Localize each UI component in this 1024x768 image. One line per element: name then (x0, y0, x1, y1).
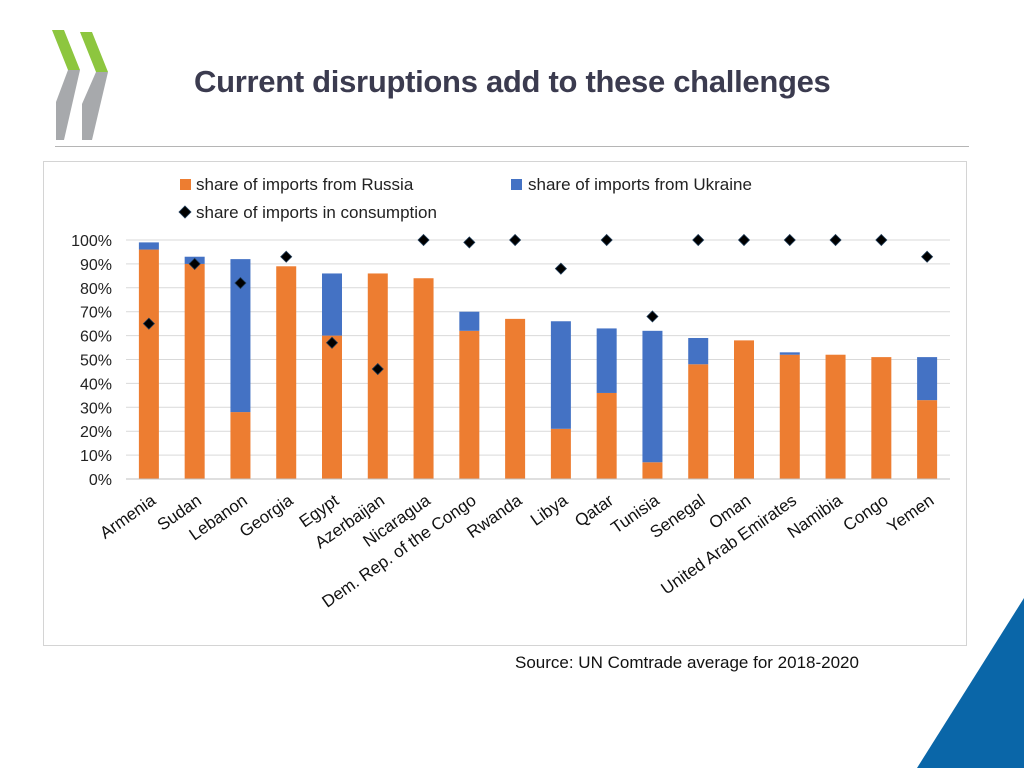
marker-consumption (142, 317, 155, 330)
logo-green-chevron-1 (52, 30, 80, 70)
legend-swatch-ukraine (511, 179, 522, 190)
bar-ukraine (596, 328, 617, 393)
marker-consumption (600, 233, 613, 247)
legend-label-consumption: share of imports in consumption (196, 203, 437, 222)
bar-ukraine (642, 330, 663, 463)
bar-russia (871, 357, 892, 479)
legend-label-ukraine: share of imports from Ukraine (528, 175, 752, 194)
marker-consumption (280, 250, 293, 263)
bar-ukraine (322, 273, 342, 336)
bar-ukraine (459, 311, 480, 331)
marker-consumption (692, 233, 705, 247)
bar-ukraine (138, 242, 159, 250)
bar-russia (184, 263, 205, 479)
marker-consumption (188, 257, 201, 270)
bar-russia (779, 354, 800, 479)
bar-ukraine (688, 337, 709, 365)
bar-russia (550, 428, 571, 479)
bar-russia (642, 462, 663, 479)
logo-grey-chevron-1 (56, 70, 80, 140)
marker-consumption (875, 233, 888, 247)
chart-frame: 0% 10% 20% 30% 40% 50% 60% 70% 80% 90% 100% Armenia… (43, 161, 967, 646)
y-tick-label: 30% (80, 400, 112, 417)
bar-russia (413, 278, 434, 479)
bar-russia (367, 273, 388, 479)
bar-russia (825, 354, 846, 479)
y-tick-label: 100% (71, 233, 112, 250)
corner-blue-triangle (917, 598, 1024, 768)
bar-russia (459, 330, 480, 479)
slide-title: Current disruptions add to these challen… (194, 64, 831, 99)
marker-consumption (829, 233, 842, 247)
marker-consumption (371, 362, 384, 376)
marker-consumption (783, 233, 796, 247)
oecd-logo-icon (52, 30, 108, 140)
bar-ukraine (550, 321, 571, 429)
legend-swatch-consumption (178, 205, 192, 219)
marker-consumption (417, 233, 430, 247)
bar-russia (276, 266, 297, 479)
y-tick-label: 10% (80, 448, 112, 465)
y-tick-label: 70% (80, 305, 112, 322)
marker-consumption (646, 310, 659, 323)
marker-consumption (234, 276, 247, 290)
marker-consumption (921, 250, 934, 263)
marker-consumption (509, 233, 522, 247)
bar-russia (917, 400, 938, 479)
bar-russia (505, 318, 526, 479)
y-tick-label: 20% (80, 424, 112, 441)
legend-swatch-russia (180, 179, 191, 190)
logo-grey-chevron-2 (82, 72, 108, 140)
y-tick-label: 90% (80, 257, 112, 274)
marker-consumption (737, 233, 751, 247)
marker-consumption (554, 262, 567, 275)
bar-russia (322, 335, 342, 479)
legend-label-russia: share of imports from Russia (196, 175, 414, 194)
marker-consumption (463, 236, 476, 249)
y-tick-label: 50% (80, 353, 112, 370)
marker-consumption (325, 336, 339, 349)
bar-russia (138, 249, 159, 479)
source-note: Source: UN Comtrade average for 2018-202… (515, 653, 859, 672)
bar-russia (734, 340, 754, 479)
y-tick-label: 60% (80, 329, 112, 346)
bar-ukraine (779, 352, 800, 355)
title-divider (55, 146, 969, 147)
bar-russia (596, 392, 617, 479)
y-tick-label: 0% (89, 472, 112, 489)
y-tick-label: 40% (80, 376, 112, 393)
stacked-bar-chart: 0%10%20%30%40%50%60%70%80%90%100%Armenia… (71, 175, 950, 611)
logo-green-chevron-2 (80, 32, 108, 72)
bar-ukraine (230, 259, 251, 413)
bar-russia (230, 412, 251, 479)
bar-russia (688, 364, 709, 479)
bar-ukraine (917, 357, 938, 401)
y-tick-label: 80% (80, 281, 112, 298)
